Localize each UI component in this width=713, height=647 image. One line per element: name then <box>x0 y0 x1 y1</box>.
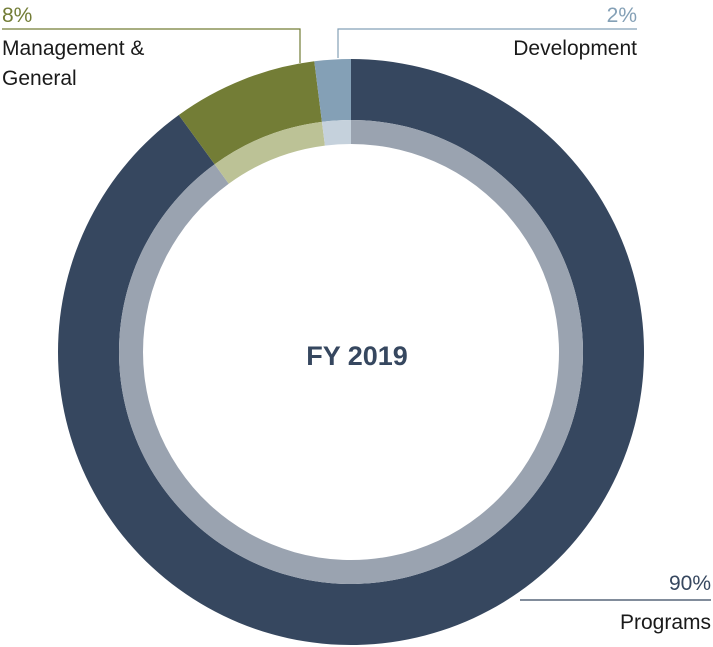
slice-inner-development <box>321 120 351 146</box>
slice-pct-management: 8% <box>2 4 32 27</box>
slice-group <box>57 59 645 645</box>
slice-pct-programs: 90% <box>669 572 711 595</box>
slice-label-management-line2: General <box>2 67 77 90</box>
leader-line-management <box>2 28 301 63</box>
slice-label-development: Development <box>513 37 637 60</box>
slice-label-management-line1: Management & <box>2 37 144 60</box>
chart-title: FY 2019 <box>306 341 408 371</box>
slice-development <box>314 59 351 122</box>
leader-line-development <box>337 28 637 58</box>
leader-line-group <box>2 28 711 601</box>
slice-inner-management <box>214 121 325 184</box>
slice-management <box>178 61 322 165</box>
slice-pct-development: 2% <box>607 4 637 27</box>
slice-label-programs: Programs <box>620 611 711 634</box>
